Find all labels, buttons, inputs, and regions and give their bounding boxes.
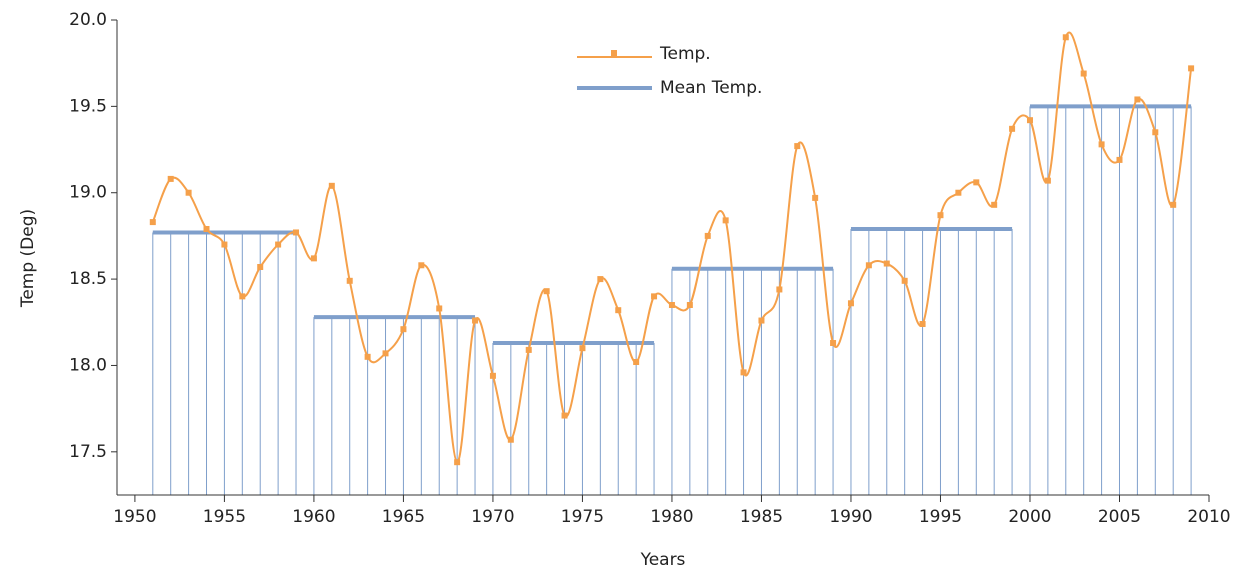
temp-point xyxy=(328,182,335,189)
temp-point xyxy=(668,302,675,308)
y-tick-label: 19.0 xyxy=(69,183,107,203)
temp-point xyxy=(812,194,819,201)
temp-point xyxy=(686,302,693,308)
temp-point xyxy=(758,317,765,324)
temp-point xyxy=(973,179,980,186)
temp-point xyxy=(239,293,246,300)
x-tick-label: 1995 xyxy=(919,507,962,527)
temp-point xyxy=(543,288,550,295)
y-tick-label: 17.5 xyxy=(69,442,107,462)
temp-point xyxy=(293,229,300,236)
x-tick-label: 1985 xyxy=(740,507,783,527)
temp-point xyxy=(418,262,425,269)
temp-point xyxy=(830,340,837,346)
temp-point xyxy=(525,346,532,353)
y-tick-label: 20.0 xyxy=(69,10,107,30)
temp-point xyxy=(203,226,210,232)
temp-point xyxy=(1044,177,1051,184)
temp-point xyxy=(1152,129,1159,136)
temp-point xyxy=(472,317,479,324)
x-tick-label: 1960 xyxy=(292,507,335,527)
temp-point xyxy=(579,345,586,352)
temp-point xyxy=(346,277,353,284)
y-tick-label: 18.5 xyxy=(69,269,107,289)
temp-point xyxy=(901,277,908,284)
x-tick-label: 2000 xyxy=(1008,507,1051,527)
temp-point xyxy=(991,201,998,208)
temp-point xyxy=(722,217,729,224)
temp-point xyxy=(1170,201,1177,208)
temp-point xyxy=(865,262,872,269)
temp-point xyxy=(955,189,962,196)
temp-point xyxy=(937,212,944,219)
temp-point xyxy=(883,260,890,267)
temp-point xyxy=(489,372,496,379)
temp-point xyxy=(507,436,514,443)
y-axis-title: Temp (Deg) xyxy=(18,209,38,308)
legend-label: Temp. xyxy=(659,44,711,64)
temp-point xyxy=(275,241,282,248)
temp-point xyxy=(1134,96,1141,103)
temp-point xyxy=(149,219,156,226)
y-tick-label: 18.0 xyxy=(69,355,107,375)
temp-line xyxy=(151,31,1193,464)
y-tick-label: 19.5 xyxy=(69,96,107,116)
temp-point xyxy=(740,369,747,376)
temp-point xyxy=(436,305,443,312)
temp-point xyxy=(1080,70,1087,77)
temp-point xyxy=(1116,156,1123,163)
x-tick-label: 1965 xyxy=(382,507,425,527)
temp-point xyxy=(1188,65,1195,72)
temp-point xyxy=(919,321,926,327)
x-tick-label: 1970 xyxy=(471,507,514,527)
temp-point xyxy=(382,350,389,357)
temp-point xyxy=(1009,125,1016,132)
x-tick-label: 1990 xyxy=(829,507,872,527)
temp-point xyxy=(794,143,801,150)
x-tick-label: 2010 xyxy=(1187,507,1230,527)
temp-point xyxy=(615,307,622,314)
temp-point xyxy=(1026,117,1033,124)
temp-point xyxy=(633,359,640,365)
temp-point xyxy=(364,353,371,360)
temp-point xyxy=(221,241,228,248)
x-axis-title: Years xyxy=(640,550,686,570)
x-tick-label: 1950 xyxy=(113,507,156,527)
temp-point xyxy=(704,232,711,239)
temp-point xyxy=(1098,141,1105,148)
legend-label: Mean Temp. xyxy=(660,78,762,98)
temp-point xyxy=(454,459,461,466)
temp-point xyxy=(1062,34,1069,41)
temp-point xyxy=(185,189,192,196)
temp-point xyxy=(597,276,604,283)
temp-point xyxy=(167,175,174,182)
temp-point xyxy=(651,293,658,300)
legend-marker xyxy=(611,50,617,56)
x-tick-label: 1980 xyxy=(650,507,693,527)
x-tick-label: 1975 xyxy=(561,507,604,527)
temp-point xyxy=(400,326,407,333)
temp-point xyxy=(847,300,854,307)
temp-point xyxy=(776,286,783,293)
temp-point xyxy=(561,412,568,419)
temp-point xyxy=(257,264,264,270)
x-tick-label: 1955 xyxy=(203,507,246,527)
x-tick-label: 2005 xyxy=(1098,507,1141,527)
temp-point xyxy=(310,255,317,262)
